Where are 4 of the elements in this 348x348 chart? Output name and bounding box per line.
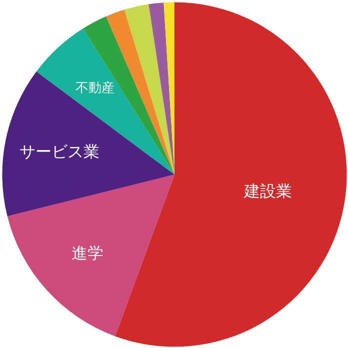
slice-label: 進学 xyxy=(71,243,104,262)
slice-label: サービス業 xyxy=(20,142,100,161)
slice-label: 建設業 xyxy=(242,182,292,201)
slice-label: 不動産 xyxy=(76,80,115,96)
